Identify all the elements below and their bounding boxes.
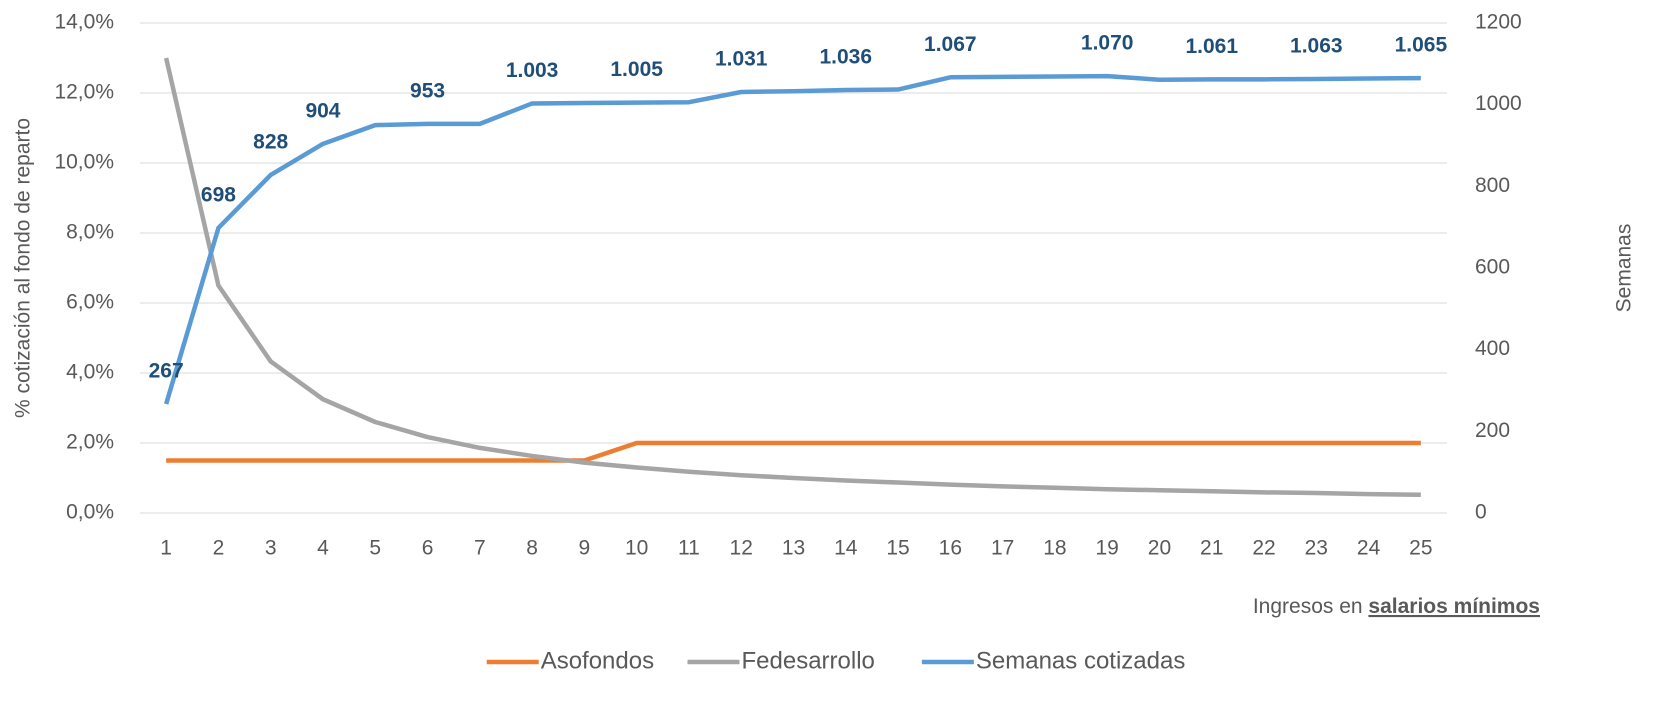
y2-tick-label: 600 xyxy=(1475,256,1510,279)
x-tick-label: 2 xyxy=(213,537,225,560)
data-label: 1.063 xyxy=(1290,34,1343,57)
x-tick-label: 17 xyxy=(991,537,1014,560)
series-line xyxy=(166,440,1421,463)
x-tick-label: 20 xyxy=(1148,537,1171,560)
x-axis-title-emphasis: salarios mínimos xyxy=(1368,595,1540,618)
x-tick-label: 12 xyxy=(730,537,753,560)
y-tick-label: 4,0% xyxy=(66,361,114,384)
y2-tick-label: 200 xyxy=(1475,419,1510,442)
x-tick-label: 9 xyxy=(579,537,591,560)
x-tick-label: 25 xyxy=(1409,537,1432,560)
x-tick-label: 19 xyxy=(1096,537,1119,560)
x-tick-label: 23 xyxy=(1305,537,1328,560)
x-tick-label: 11 xyxy=(678,537,700,560)
x-tick-label: 1 xyxy=(160,537,172,560)
data-label: 953 xyxy=(410,79,445,102)
x-tick-label: 15 xyxy=(886,537,909,560)
x-tick-label: 5 xyxy=(369,537,381,560)
data-label: 1.031 xyxy=(715,48,768,71)
x-tick-label: 6 xyxy=(422,537,434,560)
x-tick-label: 24 xyxy=(1357,537,1381,560)
x-axis-title-text: Ingresos en xyxy=(1253,595,1363,618)
y2-tick-label: 1000 xyxy=(1475,92,1522,115)
x-tick-label: 8 xyxy=(526,537,538,560)
legend-label: Fedesarrollo xyxy=(742,647,875,674)
data-label: 698 xyxy=(201,184,236,207)
data-label: 1.070 xyxy=(1081,32,1134,55)
data-label: 1.005 xyxy=(610,58,663,81)
y2-tick-label: 400 xyxy=(1475,337,1510,360)
y2-tick-label: 0 xyxy=(1475,501,1487,524)
x-axis-title: Ingresos en salarios mínimos xyxy=(1253,595,1540,618)
x-tick-label: 14 xyxy=(834,537,858,560)
x-tick-label: 10 xyxy=(625,537,648,560)
y2-axis-title: Semanas xyxy=(1613,224,1636,313)
x-tick-label: 18 xyxy=(1043,537,1066,560)
legend-label: Asofondos xyxy=(541,647,654,674)
y2-tick-label: 1200 xyxy=(1475,11,1522,34)
y-tick-label: 6,0% xyxy=(66,291,114,314)
data-label: 1.061 xyxy=(1185,35,1238,58)
y-tick-label: 10,0% xyxy=(54,151,114,174)
data-label: 267 xyxy=(149,360,184,383)
x-tick-label: 22 xyxy=(1252,537,1275,560)
y-tick-label: 0,0% xyxy=(66,501,114,524)
y2-tick-label: 800 xyxy=(1475,174,1510,197)
data-label: 1.067 xyxy=(924,33,977,56)
data-label: 904 xyxy=(305,99,340,122)
x-tick-label: 3 xyxy=(265,537,277,560)
data-label: 828 xyxy=(253,130,288,153)
y-axis-title: % cotización al fondo de reparto xyxy=(12,118,35,418)
x-tick-label: 4 xyxy=(317,537,329,560)
data-label: 1.036 xyxy=(819,46,872,69)
data-label: 1.003 xyxy=(506,59,559,82)
data-label: 1.065 xyxy=(1395,34,1448,57)
x-tick-label: 16 xyxy=(939,537,962,560)
y-tick-label: 2,0% xyxy=(66,431,114,454)
x-tick-label: 13 xyxy=(782,537,805,560)
x-tick-label: 7 xyxy=(474,537,486,560)
legend-label: Semanas cotizadas xyxy=(976,647,1185,674)
series-line xyxy=(163,73,1421,405)
x-tick-label: 21 xyxy=(1200,537,1223,560)
legend: Asofondos Fedesarrollo Semanas cotizadas xyxy=(486,647,1185,674)
y-tick-label: 14,0% xyxy=(54,11,114,34)
y-tick-label: 8,0% xyxy=(66,221,114,244)
series-line xyxy=(163,57,1421,498)
y-tick-label: 12,0% xyxy=(54,81,114,104)
